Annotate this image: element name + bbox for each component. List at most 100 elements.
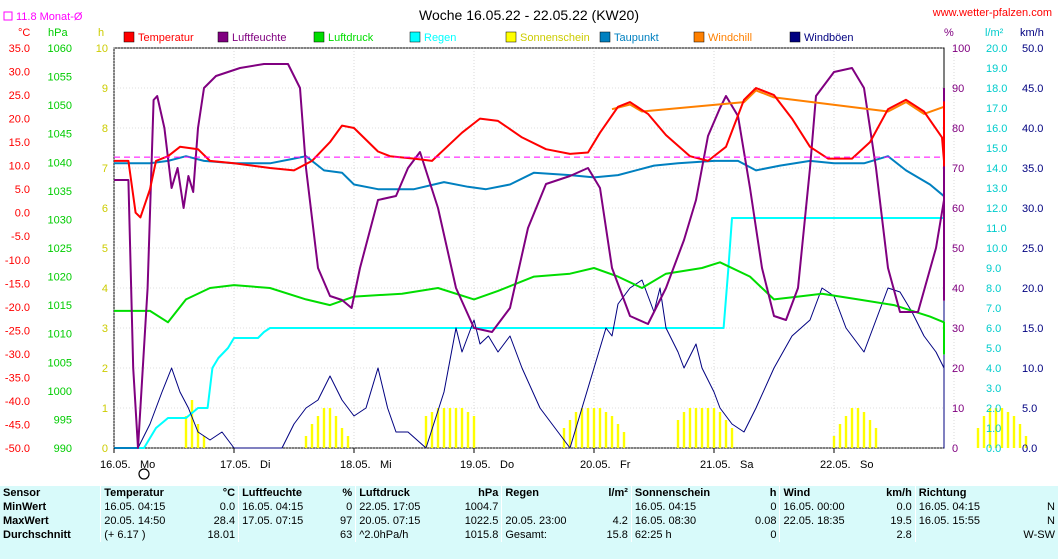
tick-label-sun: 6 (102, 203, 108, 215)
sun-bar (436, 408, 440, 448)
site-url[interactable]: www.wetter-pfalzen.com (932, 7, 1052, 19)
tick-label-humidity: 70 (952, 163, 964, 175)
tick-label-rain: 0.0 (986, 443, 1001, 455)
sun-bar (448, 408, 452, 448)
tick-label-pressure: 1035 (48, 186, 72, 198)
tick-label-temp: 15.0 (9, 137, 30, 149)
weather-chart: Woche 16.05.22 - 22.05.22 (KW20) www.wet… (3, 7, 1052, 480)
tick-label-pressure: 1055 (48, 72, 72, 84)
tick-label-rain: 10.0 (986, 243, 1007, 255)
tick-label-temp: -45.0 (5, 419, 30, 431)
cell (238, 528, 331, 542)
cell: 4.2 (612, 515, 628, 527)
legend-swatch (217, 31, 229, 43)
hdr-temp: Temperatur (100, 486, 193, 500)
legend-swatch (505, 31, 517, 43)
cell: 15.8 (606, 529, 628, 541)
hdr-rain: Regen (501, 486, 594, 500)
unit-label-sun: h (98, 27, 104, 39)
tick-label-sun: 3 (102, 323, 108, 335)
sun-bar (202, 436, 206, 448)
sun-bar (190, 400, 194, 448)
sun-bar (682, 412, 686, 448)
row-label: MaxWert (3, 515, 49, 527)
cell: N (1047, 515, 1055, 527)
tick-label-rain: 20.0 (986, 43, 1007, 55)
stats-row-max: MaxWert 20.05. 14:50 28.4 17.05. 07:15 97 … (0, 514, 1058, 528)
sun-bar (574, 412, 578, 448)
cell: W-SW (1023, 529, 1055, 541)
sun-bar (874, 428, 878, 448)
sun-bar (562, 428, 566, 448)
sun-bar (454, 408, 458, 448)
sun-bar (622, 432, 626, 448)
x-date-label: 17.05. (220, 459, 251, 471)
legend-label: Luftfeuchte (232, 32, 286, 44)
tick-label-pressure: 990 (54, 443, 72, 455)
tick-label-rain: 5.0 (986, 343, 1001, 355)
cell: 17.05. 07:15 (238, 514, 331, 528)
series-regen (114, 127, 945, 449)
tick-label-pressure: 1005 (48, 357, 72, 369)
sun-bar (700, 408, 704, 448)
legend-swatch (313, 31, 325, 43)
legend-label: Sonnenschein (520, 32, 590, 44)
cell: 2.8 (896, 529, 912, 541)
sun-bar (688, 408, 692, 448)
cell: 0 (770, 501, 777, 513)
sun-bar (598, 408, 602, 448)
tick-label-wind: 10.0 (1022, 363, 1043, 375)
tick-label-temp: -20.0 (5, 302, 30, 314)
cell: 1004.7 (464, 501, 499, 513)
tick-label-wind: 20.0 (1022, 283, 1043, 295)
tick-label-rain: 8.0 (986, 283, 1001, 295)
cell: 0.08 (755, 515, 777, 527)
tick-label-sun: 0 (102, 443, 108, 455)
tick-label-wind: 35.0 (1022, 163, 1043, 175)
tick-label-humidity: 80 (952, 123, 964, 135)
tick-label-pressure: 1060 (48, 43, 72, 55)
sun-bar (724, 420, 728, 448)
x-day-label: Mi (380, 459, 392, 471)
sun-bar (304, 436, 308, 448)
moon-icon (138, 468, 150, 480)
sun-bar (856, 408, 860, 448)
sun-bar (334, 416, 338, 448)
sun-bar (1006, 412, 1010, 448)
tick-label-temp: -40.0 (5, 396, 30, 408)
cell: 28.4 (213, 515, 236, 527)
tick-label-rain: 18.0 (986, 83, 1007, 95)
tick-label-temp: 25.0 (9, 90, 30, 102)
sun-bar (706, 408, 710, 448)
unit-label-rain: l/m² (985, 27, 1004, 39)
sun-bar (616, 424, 620, 448)
legend-swatch (123, 31, 135, 43)
tick-label-temp: 5.0 (15, 184, 30, 196)
sun-bar (322, 408, 326, 448)
tick-label-sun: 8 (102, 123, 108, 135)
sun-bar (850, 408, 854, 448)
stats-header-row: Sensor Temperatur °C Luftfeuchte % Luftd… (0, 486, 1058, 500)
hdr-sun: Sonnenschein (630, 486, 743, 500)
tick-label-pressure: 1050 (48, 100, 72, 112)
sun-bar (832, 436, 836, 448)
sun-bar (472, 416, 476, 448)
hdr-dir-unit (1007, 486, 1058, 500)
sun-bar (1018, 424, 1022, 448)
hdr-sensor: Sensor (3, 487, 41, 499)
tick-label-temp: -30.0 (5, 349, 30, 361)
sun-bar (1024, 436, 1028, 448)
tick-label-rain: 4.0 (986, 363, 1001, 375)
tick-label-rain: 7.0 (986, 303, 1001, 315)
legend: Temperatur Luftfeuchte Luftdruck Regen Sonne… (123, 31, 854, 44)
sun-bar (586, 408, 590, 448)
sun-bar (730, 428, 734, 448)
x-day-label: Mo (140, 459, 155, 471)
tick-label-pressure: 1040 (48, 157, 72, 169)
x-date-label: 21.05. (700, 459, 731, 471)
tick-label-temp: 20.0 (9, 114, 30, 126)
x-axis-labels: 16.05. Mo 17.05. Di 18.05. Mi 19.05. Do 20.05. Fr… (100, 448, 873, 480)
cell: 16.05. 04:15 (100, 500, 193, 514)
cell: 0 (346, 501, 353, 513)
x-date-label: 16.05. (100, 459, 131, 471)
